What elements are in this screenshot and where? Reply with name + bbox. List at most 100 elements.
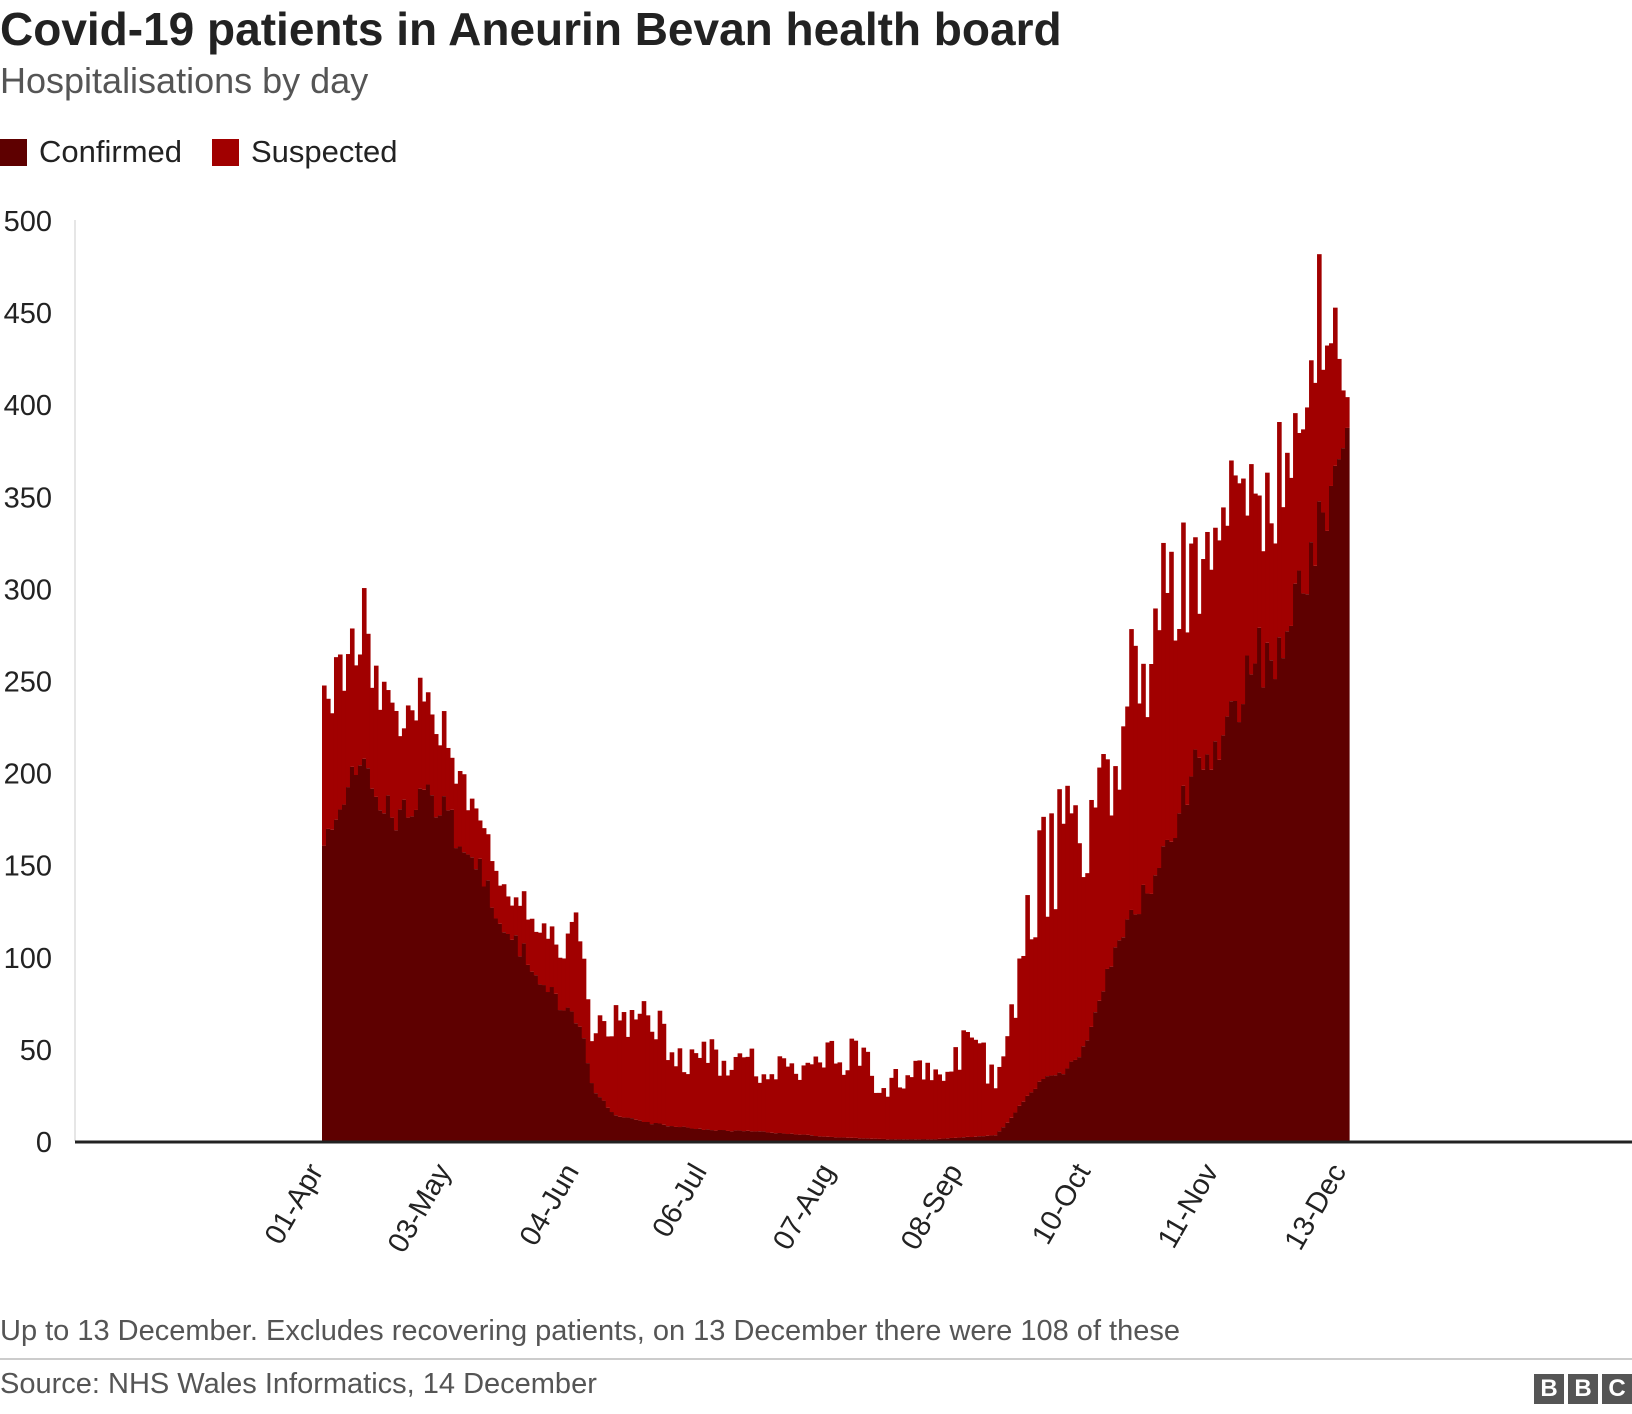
bar-confirmed (561, 1010, 567, 1141)
bar-confirmed (357, 765, 363, 1141)
bar-suspected (697, 1057, 703, 1129)
bar-suspected (873, 1092, 879, 1139)
bar-suspected (617, 1020, 623, 1117)
bar-suspected (1069, 813, 1074, 1062)
bar-confirmed (1213, 741, 1218, 1141)
bar-suspected (545, 938, 551, 993)
bar-confirmed (349, 766, 355, 1141)
bar-suspected (1273, 543, 1278, 680)
bar-suspected (661, 1023, 667, 1125)
bar-confirmed (1289, 625, 1294, 1141)
bar-confirmed (533, 975, 539, 1141)
bar-suspected (1285, 452, 1290, 632)
bar-suspected (1241, 478, 1246, 705)
bar-confirmed (1093, 1012, 1098, 1141)
bar-confirmed (529, 971, 535, 1141)
bar-confirmed (713, 1130, 719, 1141)
bar-confirmed (945, 1138, 950, 1141)
bar-suspected (409, 710, 415, 817)
bar-confirmed (393, 830, 399, 1141)
legend-label-confirmed: Confirmed (39, 134, 182, 169)
bar-suspected (621, 1012, 627, 1118)
bar-suspected (1249, 464, 1254, 675)
bar-suspected (717, 1075, 723, 1130)
bar-suspected (929, 1080, 935, 1140)
bar-confirmed (541, 985, 547, 1141)
bar-suspected (413, 720, 419, 810)
bar-suspected (1209, 569, 1214, 770)
bar-suspected (549, 926, 555, 988)
bar-suspected (653, 1039, 659, 1123)
bar-confirmed (1221, 735, 1226, 1141)
bar-suspected (969, 1037, 974, 1138)
bar-confirmed (701, 1129, 707, 1141)
bar-confirmed (709, 1130, 715, 1141)
bar-suspected (997, 1066, 1002, 1132)
x-tick-label: 07-Aug (767, 1159, 841, 1256)
bar-suspected (665, 1060, 671, 1127)
bar-suspected (961, 1030, 966, 1138)
bar-suspected (709, 1039, 715, 1131)
bar-confirmed (577, 1026, 583, 1141)
bar-suspected (381, 681, 387, 814)
bar-confirmed (457, 846, 463, 1141)
bar-confirmed (1249, 674, 1254, 1141)
bar-suspected (1065, 785, 1070, 1069)
bar-confirmed (461, 852, 467, 1141)
bar-confirmed (1065, 1068, 1070, 1141)
bar-suspected (1293, 413, 1298, 584)
bar-suspected (1253, 493, 1258, 664)
bar-confirmed (1105, 968, 1110, 1141)
bar-suspected (633, 1019, 639, 1120)
bar-confirmed (497, 923, 503, 1141)
bar-suspected (881, 1088, 887, 1139)
bar-suspected (1325, 345, 1330, 531)
bar-suspected (1225, 525, 1230, 717)
legend-swatch-suspected (212, 138, 239, 166)
bar-suspected (437, 745, 443, 816)
bar-confirmed (1165, 839, 1170, 1141)
bar-suspected (973, 1039, 978, 1137)
stacked-bar-chart: 0 50 100 150 200 250 300 350 400 450 500 01-Apr 03-… (4, 206, 1632, 1258)
bar-suspected (1033, 937, 1038, 1089)
bar-confirmed (789, 1133, 795, 1141)
bar-confirmed (897, 1139, 903, 1141)
bar-confirmed (1225, 716, 1230, 1141)
bar-confirmed (661, 1124, 667, 1141)
bar-confirmed (329, 829, 335, 1141)
bar-suspected (1045, 916, 1050, 1077)
bar-suspected (389, 702, 395, 818)
bar-confirmed (401, 799, 407, 1141)
bar-confirmed (705, 1129, 711, 1141)
bar-suspected (373, 665, 379, 797)
bar-suspected (513, 897, 519, 936)
bar-confirmed (1069, 1061, 1074, 1141)
bar-confirmed (1073, 1059, 1078, 1141)
bar-suspected (773, 1079, 779, 1134)
bar-suspected (457, 771, 463, 847)
bar-suspected (1197, 613, 1202, 758)
x-tick-label: 11-Nov (1152, 1158, 1226, 1254)
bar-confirmed (941, 1138, 946, 1141)
bar-suspected (1341, 390, 1346, 449)
bar-confirmed (1181, 785, 1186, 1141)
bar-confirmed (397, 809, 403, 1141)
bbc-logo-letter: B (1534, 1374, 1564, 1404)
bar-confirmed (1205, 754, 1210, 1141)
bar-suspected (497, 885, 503, 924)
bar-suspected (1057, 789, 1062, 1073)
bar-suspected (769, 1074, 775, 1133)
bar-suspected (1185, 632, 1190, 805)
bar-confirmed (937, 1138, 942, 1141)
bar-confirmed (797, 1134, 803, 1141)
bar-suspected (737, 1053, 743, 1131)
bar-suspected (1141, 663, 1146, 885)
bar-confirmed (853, 1137, 859, 1141)
bar-suspected (1005, 1036, 1010, 1123)
bar-confirmed (585, 1063, 591, 1141)
bar-suspected (673, 1066, 679, 1127)
bar-confirmed (589, 1083, 595, 1141)
bar-confirmed (753, 1131, 759, 1141)
bar-confirmed (377, 810, 383, 1141)
bar-suspected (733, 1056, 739, 1131)
